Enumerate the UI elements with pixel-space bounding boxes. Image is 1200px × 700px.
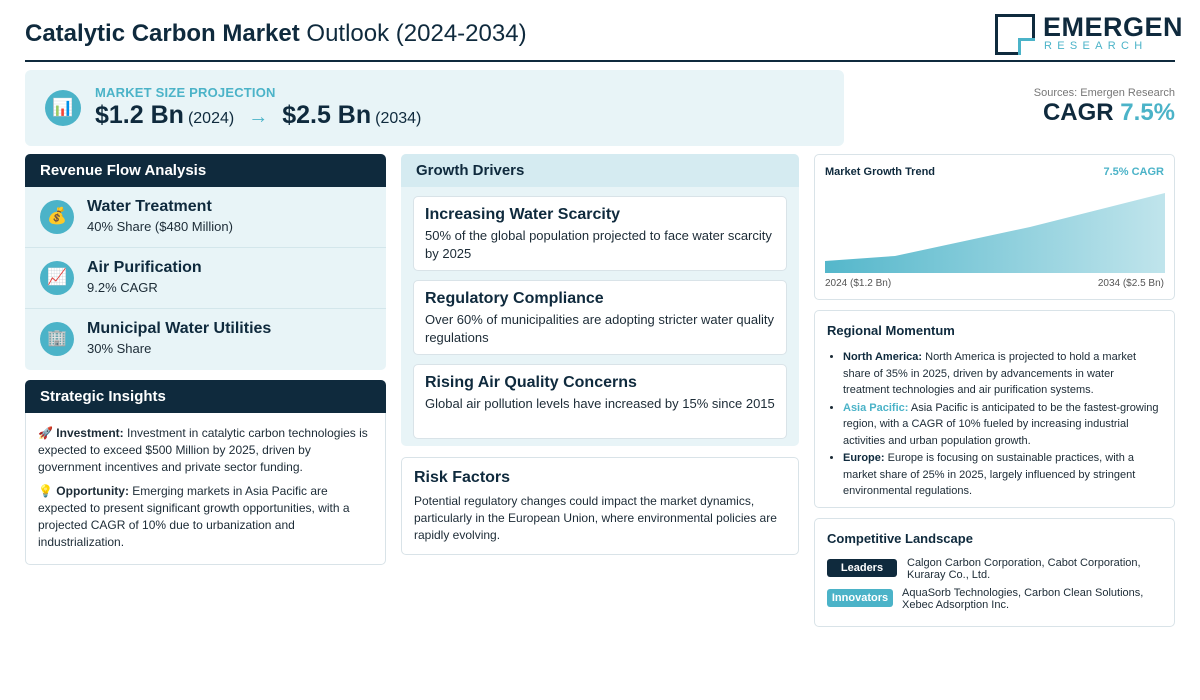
revenue-item-sub: 40% Share ($480 Million) [87,219,233,234]
page-header: Catalytic Carbon Market Outlook (2024-20… [25,0,1183,62]
innovators-badge: Innovators [827,589,893,607]
driver-title: Rising Air Quality Concerns [425,374,637,391]
page-title-bold: Catalytic Carbon Market [25,20,300,47]
risk-factors-title: Risk Factors [414,469,511,486]
market-growth-trend-panel: Market Growth Trend 7.5% CAGR 2024 ($1.2… [814,154,1175,300]
region-text: North America is projected to hold a mar… [843,351,1137,396]
page-title: Catalytic Carbon Market Outlook (2024-20… [25,20,527,48]
regional-list: North America: North America is projecte… [827,349,1162,500]
cagr-headline: CAGR 7.5% [1043,99,1175,127]
competitive-landscape-title: Competitive Landscape [827,531,973,546]
logo-name: EMERGEN [1043,12,1184,42]
trend-start-label: 2024 ($1.2 Bn) [825,278,892,289]
building-icon: 🏢 [40,322,74,356]
money-bag-icon: 💰 [40,200,74,234]
insight-label: Investment: [56,426,124,440]
region-label: Asia Pacific: [843,401,909,414]
growth-drivers-panel: Growth Drivers Increasing Water Scarcity… [401,154,799,446]
region-item: North America: North America is projecte… [843,349,1162,399]
region-item: Asia Pacific: Asia Pacific is anticipate… [843,400,1162,450]
revenue-item-title: Air Purification [87,259,202,276]
emergen-logo: EMERGEN RESEARCH [995,12,1183,56]
revenue-item-sub: 9.2% CAGR [87,280,158,295]
rocket-icon: 🚀 [38,426,53,440]
region-text: Asia Pacific is anticipated to be the fa… [843,401,1159,447]
revenue-item-title: Municipal Water Utilities [87,320,272,337]
competitive-landscape-panel: Competitive Landscape Leaders Calgon Car… [814,518,1175,627]
region-label: North America: [843,351,923,363]
start-year: (2024) [187,110,235,127]
driver-card: Increasing Water Scarcity 50% of the glo… [413,196,787,271]
regional-momentum-title: Regional Momentum [827,323,955,338]
growth-drivers-title: Growth Drivers [401,154,799,187]
trend-area-chart [825,193,1165,273]
insight-text: Emerging markets in Asia Pacific are exp… [38,484,350,549]
strategic-insights-title: Strategic Insights [25,380,386,413]
trend-cagr: 7.5% CAGR [1103,166,1164,178]
trend-end-label: 2034 ($2.5 Bn) [1097,278,1164,289]
region-item: Europe: Europe is focusing on sustainabl… [843,450,1162,500]
leaders-row: Leaders Calgon Carbon Corporation, Cabot… [827,557,1162,587]
logo-mark-icon [995,14,1035,55]
start-value: $1.2 Bn [95,101,184,129]
trend-chart-icon: 📈 [40,261,74,295]
revenue-flow-title: Revenue Flow Analysis [25,154,386,187]
trend-area [825,193,1165,273]
cagr-label: CAGR [1042,99,1114,126]
regional-momentum-panel: Regional Momentum North America: North A… [814,310,1175,508]
insight-item: 💡 Opportunity: Emerging markets in Asia … [38,483,373,551]
innovators-row: Innovators AquaSorb Technologies, Carbon… [827,587,1162,617]
insight-text: Investment in catalytic carbon technolog… [38,426,368,474]
leaders-text: Calgon Carbon Corporation, Cabot Corpora… [907,557,1141,581]
revenue-item: 📈 Air Purification 9.2% CAGR [25,248,386,309]
end-value: $2.5 Bn [282,101,372,129]
revenue-item: 🏢 Municipal Water Utilities 30% Share [25,309,386,370]
revenue-item: 💰 Water Treatment 40% Share ($480 Millio… [25,187,386,248]
revenue-item-sub: 30% Share [87,341,152,356]
arrow-right-icon: → [248,106,269,128]
logo-subtitle: RESEARCH [1044,40,1148,52]
driver-text: 50% of the global population projected t… [425,228,772,261]
insight-item: 🚀 Investment: Investment in catalytic ca… [38,425,373,476]
driver-text: Over 60% of municipalities are adopting … [425,312,774,345]
market-size-projection: 📊 MARKET SIZE PROJECTION $1.2 Bn (2024) → $… [25,70,844,146]
cagr-value: 7.5% [1120,99,1175,126]
strategic-insights-panel: Strategic Insights 🚀 Investment: Investm… [25,380,386,565]
end-year: (2034) [375,110,422,127]
page-title-rest: Outlook (2024-2034) [299,20,527,47]
driver-title: Increasing Water Scarcity [425,206,621,223]
revenue-flow-panel: Revenue Flow Analysis 💰 Water Treatment … [25,154,386,370]
innovators-text: AquaSorb Technologies, Carbon Clean Solu… [902,587,1144,611]
region-text: Europe is focusing on sustainable practi… [843,452,1136,497]
insights-body: 🚀 Investment: Investment in catalytic ca… [26,413,385,551]
driver-title: Regulatory Compliance [425,290,604,307]
trend-title: Market Growth Trend [825,166,936,178]
projection-values: $1.2 Bn (2024) → $2.5 Bn (2034) [95,101,421,130]
sources-text: Sources: Emergen Research [1033,87,1175,99]
region-label: Europe: [843,452,885,464]
driver-card: Regulatory Compliance Over 60% of munici… [413,280,787,355]
driver-card: Rising Air Quality Concerns Global air p… [413,364,787,439]
insight-label: Opportunity: [56,484,129,498]
leaders-badge: Leaders [827,559,897,577]
risk-factors-text: Potential regulatory changes could impac… [414,494,777,542]
bar-chart-icon: 📊 [45,90,81,126]
risk-factors-panel: Risk Factors Potential regulatory change… [401,457,799,555]
revenue-item-title: Water Treatment [87,198,212,215]
projection-label: MARKET SIZE PROJECTION [95,85,276,100]
lightbulb-icon: 💡 [38,484,53,498]
driver-text: Global air pollution levels have increas… [425,396,775,411]
